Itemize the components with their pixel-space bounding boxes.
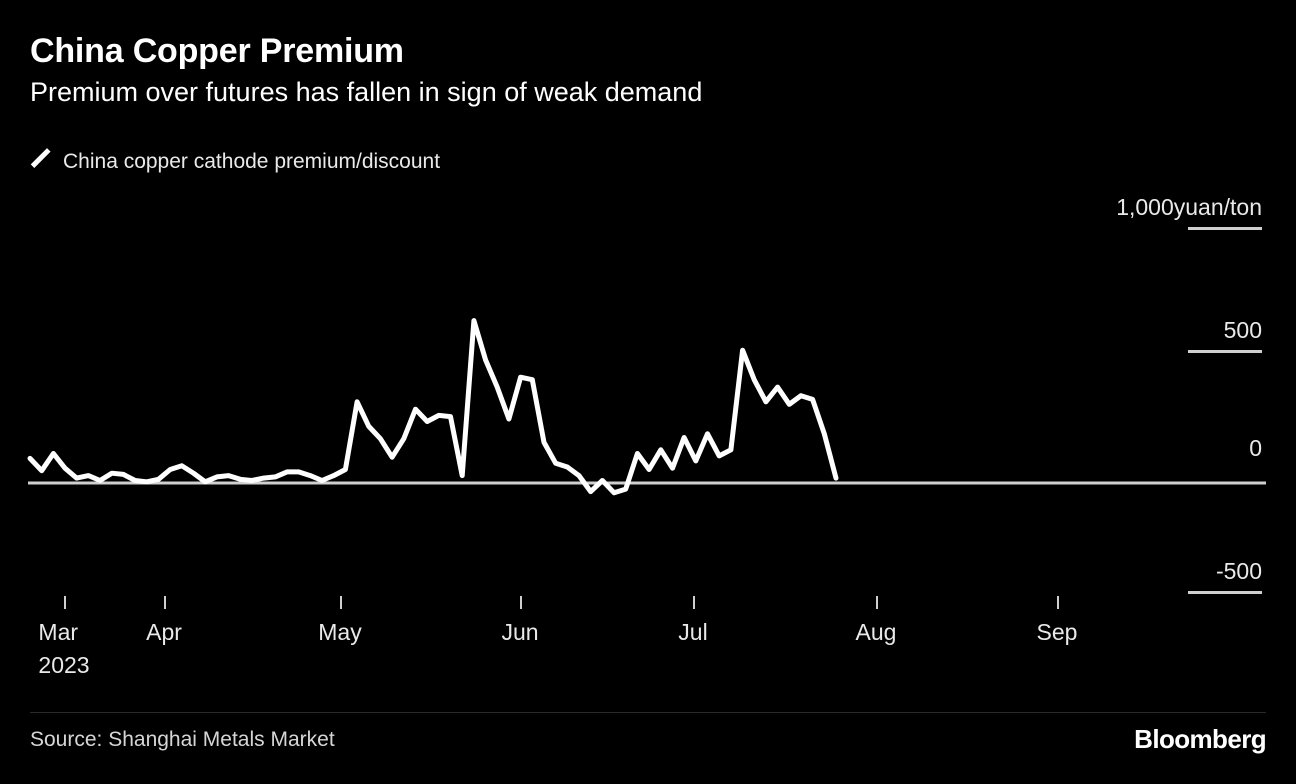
x-tick-jul: Jul	[678, 596, 722, 646]
x-tick-label-may: May	[318, 619, 362, 645]
y-tick-label-0: 0	[1249, 435, 1262, 461]
x-tick-label-apr: Apr	[146, 619, 182, 645]
x-tick-mark-apr	[164, 596, 166, 609]
x-tick-aug: Aug	[856, 596, 917, 646]
x-tick-mark-may	[340, 596, 342, 609]
x-tick-apr: Apr	[146, 596, 200, 646]
y-tick-minus-500: -500	[1022, 560, 1262, 594]
bloomberg-logo: Bloomberg	[1134, 724, 1266, 754]
page-title: China Copper Premium	[30, 32, 404, 70]
y-tick-label-minus-500: -500	[1215, 558, 1262, 584]
y-tick-rule-minus-500	[1188, 591, 1262, 594]
y-tick-label-500: 500	[1223, 317, 1262, 343]
y-tick-500: 500	[1022, 319, 1262, 353]
x-tick-sep: Sep	[1037, 596, 1098, 646]
x-tick-mar: Mar 2023	[38, 596, 115, 679]
source-note: Source: Shanghai Metals Market	[30, 728, 335, 751]
y-tick-1000: 1,000yuan/ton	[1022, 196, 1262, 230]
chart-header: China Copper Premium Premium over future…	[30, 32, 1130, 108]
y-tick-rule-1000	[1188, 227, 1262, 230]
line-slash-icon	[30, 151, 52, 173]
x-tick-label-jul: Jul	[678, 619, 708, 645]
series-line-china-copper-cathode-premium	[27, 318, 839, 496]
footer-divider	[30, 712, 1266, 713]
x-tick-mark-jun	[520, 596, 522, 609]
x-tick-label-mar: Mar	[38, 619, 79, 645]
y-tick-0: 0	[1022, 437, 1262, 460]
x-tick-mark-mar	[64, 596, 66, 609]
y-tick-rule-500	[1188, 350, 1262, 353]
legend-item-label: China copper cathode premium/discount	[63, 150, 441, 173]
page-subtitle: Premium over futures has fallen in sign …	[30, 77, 703, 108]
x-axis: Mar 2023 Apr May Jun Jul Aug Sep	[0, 596, 1296, 696]
x-tick-mark-sep	[1057, 596, 1059, 609]
y-axis: 1,000yuan/ton 500 0 -500	[1022, 0, 1262, 640]
x-tick-mark-jul	[693, 596, 695, 609]
x-tick-may: May	[318, 596, 383, 646]
x-tick-label-sep: Sep	[1036, 619, 1078, 645]
x-tick-jun: Jun	[501, 596, 557, 646]
x-tick-label-year: 2023	[38, 652, 90, 678]
x-tick-label-jun: Jun	[501, 619, 539, 645]
x-tick-label-aug: Aug	[855, 619, 897, 645]
x-tick-mark-aug	[876, 596, 878, 609]
y-tick-label-1000: 1,000yuan/ton	[1116, 194, 1262, 220]
chart-legend: China copper cathode premium/discount	[30, 150, 440, 174]
